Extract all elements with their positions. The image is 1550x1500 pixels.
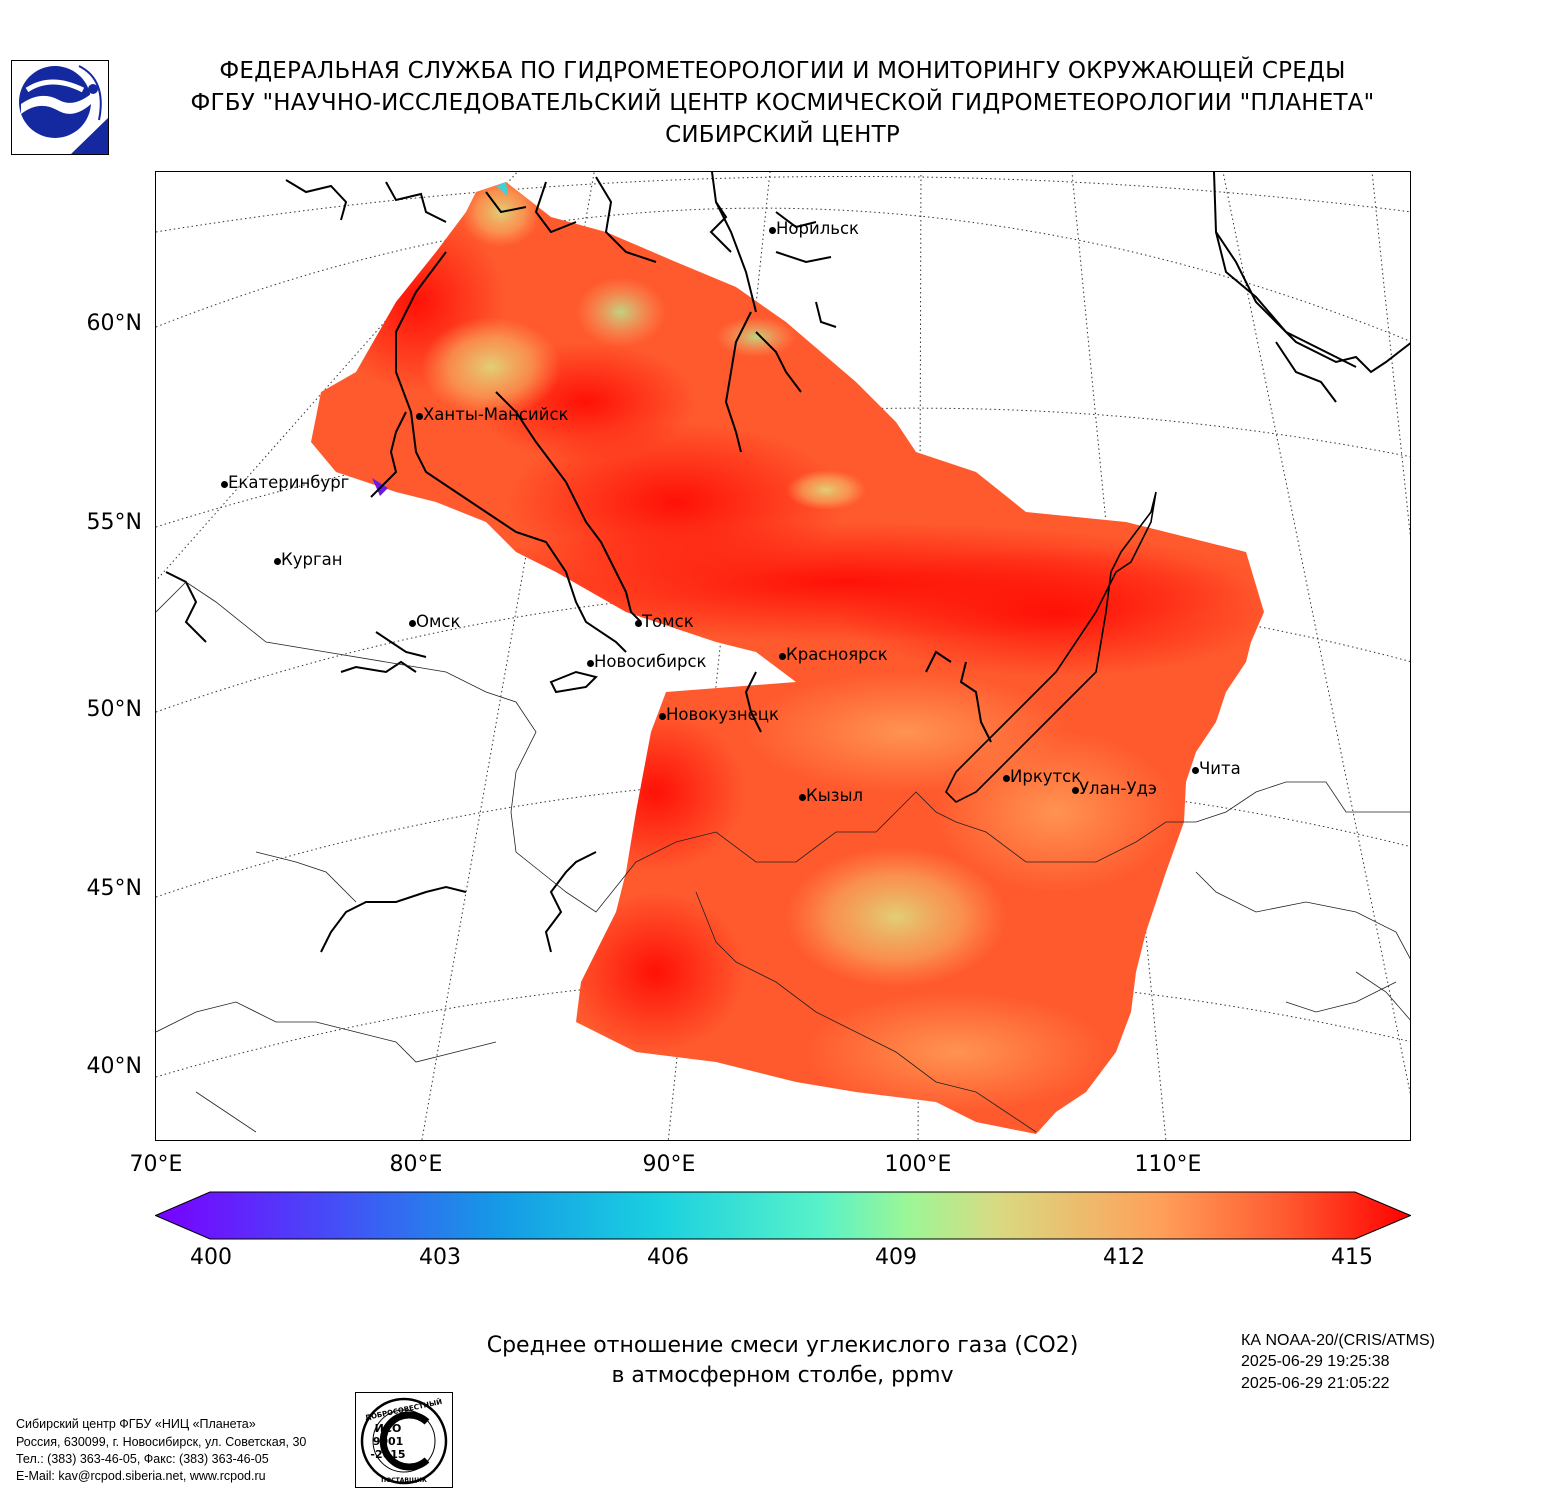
- footer-email: E-Mail: kav@rcpod.siberia.net, www.rcpod…: [16, 1469, 266, 1483]
- colorbar-tick: 412: [1103, 1245, 1145, 1270]
- iso-9001-stamp-icon: ДОБРОСОВЕСТНЫЙ ИСО 9001 -2015 ПОСТАВЩИК: [355, 1392, 453, 1488]
- colorbar-tick: 400: [190, 1245, 232, 1270]
- footer-phones: Тел.: (383) 363-46-05, Факс: (383) 363-4…: [16, 1452, 269, 1466]
- city-dot-icon: [409, 620, 416, 627]
- lon-label: 100°E: [884, 1152, 952, 1177]
- caption-line-2: в атмосферном столбе, ppmv: [611, 1363, 954, 1388]
- city-dot-icon: [799, 794, 806, 801]
- city-name: Красноярск: [786, 645, 888, 664]
- city-name: Новокузнецк: [666, 705, 779, 724]
- city-dot-icon: [659, 713, 666, 720]
- satellite-name: КА NOAA-20/(CRIS/ATMS): [1241, 1332, 1435, 1349]
- country-borders: [156, 581, 1410, 1133]
- city-name: Чита: [1199, 759, 1241, 778]
- lat-label: 40°N: [86, 1054, 142, 1079]
- stamp-year-text: -2015: [370, 1448, 405, 1461]
- header-line-2: ФГБУ "НАУЧНО-ИССЛЕДОВАТЕЛЬСКИЙ ЦЕНТР КОС…: [190, 90, 1375, 116]
- colorbar-tick: 409: [875, 1245, 917, 1270]
- colorbar-tick: 406: [647, 1245, 689, 1270]
- lat-label: 50°N: [86, 697, 142, 722]
- city-name: Иркутск: [1010, 767, 1082, 786]
- city-dot-icon: [769, 227, 776, 234]
- lon-label: 90°E: [642, 1152, 696, 1177]
- lon-label: 110°E: [1134, 1152, 1202, 1177]
- stamp-bottom-text: ПОСТАВЩИК: [381, 1477, 427, 1484]
- city-dot-icon: [1072, 787, 1079, 794]
- satellite-start-time: 2025-06-29 19:25:38: [1241, 1353, 1390, 1370]
- city-dot-icon: [635, 620, 642, 627]
- rivers-and-coasts: [165, 172, 1410, 953]
- stamp-iso-text: ИСО: [375, 1422, 402, 1435]
- planeta-logo-icon: [11, 60, 109, 155]
- lat-label: 45°N: [86, 876, 142, 901]
- lat-label: 60°N: [86, 311, 142, 336]
- footer-org: Сибирский центр ФГБУ «НИЦ «Планета»: [16, 1417, 256, 1431]
- city-name: Кызыл: [806, 786, 864, 805]
- city-name: Омск: [416, 612, 461, 631]
- colorbar: [154, 1191, 1412, 1245]
- stamp-9001-text: 9001: [373, 1435, 404, 1448]
- city-name: Курган: [281, 550, 343, 569]
- city-name: Улан-Удэ: [1079, 779, 1157, 798]
- city-name: Норильск: [776, 219, 860, 238]
- co2-map: [155, 171, 1411, 1141]
- colorbar-tick: 403: [419, 1245, 461, 1270]
- city-dot-icon: [587, 660, 594, 667]
- city-dot-icon: [416, 413, 423, 420]
- city-name: Ханты-Мансийск: [423, 405, 569, 424]
- city-dot-icon: [274, 558, 281, 565]
- lon-label: 70°E: [129, 1152, 183, 1177]
- caption-line-1: Среднее отношение смеси углекислого газа…: [486, 1333, 1079, 1358]
- colorbar-tick: 415: [1331, 1245, 1373, 1270]
- city-name: Томск: [642, 612, 694, 631]
- city-dot-icon: [221, 481, 228, 488]
- lon-label: 80°E: [389, 1152, 443, 1177]
- footer-address: Россия, 630099, г. Новосибирск, ул. Сове…: [16, 1435, 307, 1449]
- city-dot-icon: [1003, 775, 1010, 782]
- city-name: Екатеринбург: [228, 473, 350, 492]
- header-line-1: ФЕДЕРАЛЬНАЯ СЛУЖБА ПО ГИДРОМЕТЕОРОЛОГИИ …: [219, 58, 1346, 84]
- header-line-3: СИБИРСКИЙ ЦЕНТР: [665, 122, 900, 148]
- city-dot-icon: [1192, 767, 1199, 774]
- map-canvas: [156, 172, 1410, 1140]
- city-dot-icon: [779, 653, 786, 660]
- city-name: Новосибирск: [594, 652, 707, 671]
- satellite-end-time: 2025-06-29 21:05:22: [1241, 1375, 1390, 1392]
- lat-label: 55°N: [86, 510, 142, 535]
